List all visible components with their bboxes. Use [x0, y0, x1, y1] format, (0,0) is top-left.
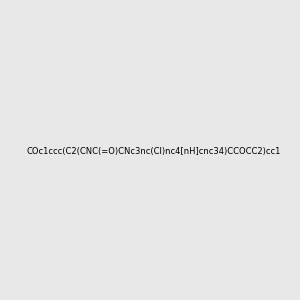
Text: COc1ccc(C2(CNC(=O)CNc3nc(Cl)nc4[nH]cnc34)CCOCC2)cc1: COc1ccc(C2(CNC(=O)CNc3nc(Cl)nc4[nH]cnc34…	[27, 147, 281, 156]
